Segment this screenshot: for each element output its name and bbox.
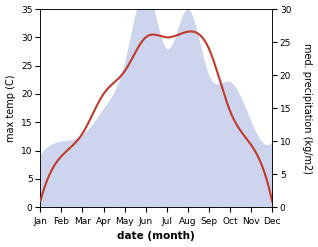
Y-axis label: med. precipitation (kg/m2): med. precipitation (kg/m2): [302, 43, 313, 174]
Y-axis label: max temp (C): max temp (C): [5, 74, 16, 142]
X-axis label: date (month): date (month): [117, 231, 195, 242]
